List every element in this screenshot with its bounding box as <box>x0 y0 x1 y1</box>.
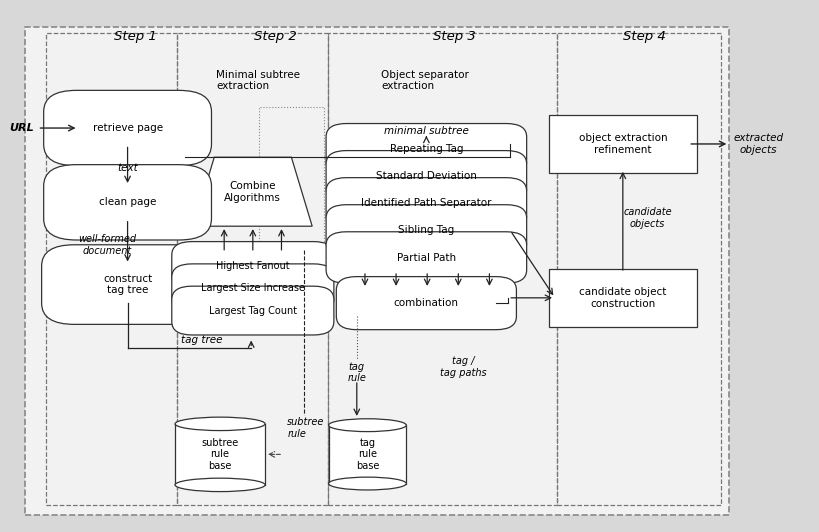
Text: tag /
tag paths: tag / tag paths <box>439 356 486 378</box>
Text: extracted
objects: extracted objects <box>732 133 782 155</box>
FancyBboxPatch shape <box>326 205 526 256</box>
FancyBboxPatch shape <box>549 269 695 327</box>
Text: Step 4: Step 4 <box>622 30 665 43</box>
Text: clean page: clean page <box>99 197 156 207</box>
Text: Identified Path Separator: Identified Path Separator <box>360 198 491 209</box>
Ellipse shape <box>174 478 265 492</box>
Text: candidate
objects: candidate objects <box>622 207 671 229</box>
Text: tag tree: tag tree <box>180 335 222 345</box>
FancyBboxPatch shape <box>326 151 526 202</box>
Ellipse shape <box>174 417 265 430</box>
FancyBboxPatch shape <box>326 178 526 229</box>
Bar <box>328 425 406 484</box>
FancyBboxPatch shape <box>43 90 211 165</box>
Text: Step 2: Step 2 <box>254 30 296 43</box>
Text: construct
tag tree: construct tag tree <box>103 274 152 295</box>
Text: URL: URL <box>9 123 34 133</box>
Text: Sibling Tag: Sibling Tag <box>398 226 454 236</box>
Text: tag
rule
base: tag rule base <box>355 438 378 471</box>
Text: subtree
rule: subtree rule <box>287 417 324 439</box>
Ellipse shape <box>328 419 406 431</box>
Text: minimal subtree: minimal subtree <box>383 126 468 136</box>
Text: Minimal subtree
extraction: Minimal subtree extraction <box>215 70 300 92</box>
Text: Highest Fanout: Highest Fanout <box>215 261 289 271</box>
FancyBboxPatch shape <box>336 277 516 330</box>
FancyBboxPatch shape <box>171 264 333 313</box>
FancyBboxPatch shape <box>43 164 211 240</box>
Ellipse shape <box>328 477 406 490</box>
FancyBboxPatch shape <box>171 242 333 290</box>
Text: candidate object
construction: candidate object construction <box>578 287 666 309</box>
FancyBboxPatch shape <box>42 245 213 325</box>
Text: subtree
rule
base: subtree rule base <box>201 438 238 471</box>
Text: Partial Path: Partial Path <box>396 253 455 262</box>
Text: tag
rule: tag rule <box>347 362 366 383</box>
Text: combination: combination <box>393 298 459 308</box>
Text: text: text <box>117 163 138 173</box>
FancyBboxPatch shape <box>326 232 526 283</box>
Text: well-formed
document: well-formed document <box>78 234 136 255</box>
FancyBboxPatch shape <box>25 27 728 516</box>
Text: retrieve page: retrieve page <box>93 123 162 133</box>
FancyBboxPatch shape <box>549 115 695 173</box>
Text: object extraction
refinement: object extraction refinement <box>578 133 667 155</box>
Polygon shape <box>193 157 312 226</box>
Text: Repeating Tag: Repeating Tag <box>389 144 463 154</box>
FancyBboxPatch shape <box>326 123 526 175</box>
Text: Standard Deviation: Standard Deviation <box>375 171 476 181</box>
Text: Largest Tag Count: Largest Tag Count <box>209 305 296 315</box>
Text: Step 3: Step 3 <box>432 30 475 43</box>
Bar <box>174 424 265 485</box>
Text: Largest Size Increase: Largest Size Increase <box>201 283 305 293</box>
Text: Combine
Algorithms: Combine Algorithms <box>224 181 281 203</box>
FancyBboxPatch shape <box>171 286 333 335</box>
Text: Step 1: Step 1 <box>114 30 156 43</box>
Text: Object separator
extraction: Object separator extraction <box>381 70 468 92</box>
